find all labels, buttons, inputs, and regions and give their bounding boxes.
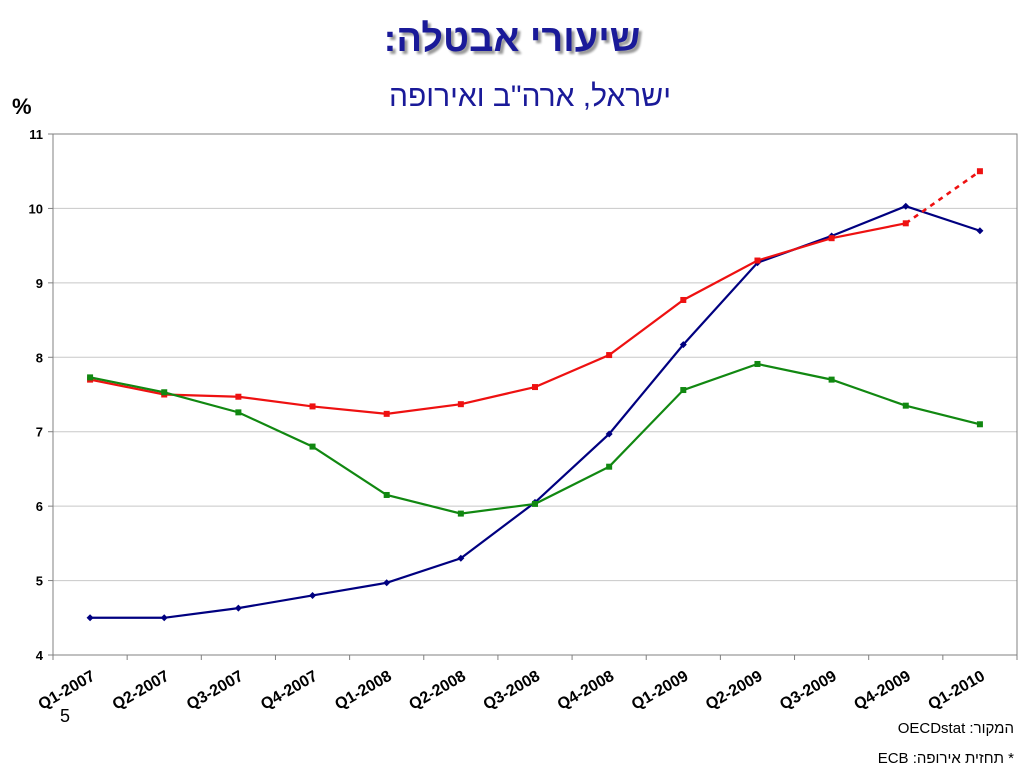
data-point	[976, 168, 983, 175]
forecast-note: * תחזית אירופה: ECB	[877, 750, 1014, 767]
y-tick-label: 10	[29, 201, 43, 216]
x-tick-label: Q4-2009	[851, 668, 914, 714]
data-point	[754, 257, 761, 264]
x-tick-label: Q1-2010	[925, 668, 988, 714]
data-point	[160, 614, 168, 622]
data-point	[532, 384, 538, 391]
axes	[48, 133, 1018, 660]
data-point	[976, 421, 983, 428]
data-point	[680, 387, 687, 394]
x-tick-label: Q3-2007	[184, 668, 247, 714]
x-tick-label: Q3-2009	[777, 668, 840, 714]
chart-subtitle: ישראל, ארה"ב ואירופה	[389, 80, 671, 113]
series-3	[87, 360, 983, 517]
series-1	[86, 202, 984, 622]
x-tick-label: Q2-2008	[406, 668, 469, 714]
data-point	[309, 591, 317, 599]
data-point	[902, 402, 909, 409]
x-tick-label: Q3-2008	[481, 668, 544, 714]
series-line	[90, 205, 981, 619]
y-tick-label: 4	[36, 648, 44, 663]
source-note: המקור: OECDstat	[897, 720, 1014, 737]
data-point	[457, 401, 464, 408]
x-tick-label: Q1-2009	[629, 668, 692, 714]
data-point	[532, 500, 538, 507]
x-tick-labels: Q1-2007 Q2-2007 Q3-2007 Q4-2007 Q1-2008 Q2-20…	[36, 668, 988, 714]
data-point	[679, 341, 687, 349]
data-point	[976, 227, 984, 235]
series-lines	[86, 168, 984, 622]
data-point	[161, 389, 168, 396]
x-tick-label: Q4-2008	[555, 668, 618, 714]
data-point	[605, 430, 613, 438]
y-tick-labels: 4 5 6 7 8 9 10 11	[29, 127, 44, 663]
y-tick-label: 7	[36, 425, 43, 440]
forecast-line	[905, 170, 981, 225]
data-point	[86, 614, 94, 622]
data-point	[828, 235, 835, 242]
data-point	[309, 403, 316, 410]
y-tick-label: 8	[36, 350, 43, 365]
data-point	[606, 352, 613, 359]
gridlines	[53, 207, 1017, 582]
data-point	[902, 202, 910, 210]
data-point	[87, 374, 94, 381]
data-point	[606, 463, 613, 470]
data-point	[902, 220, 909, 227]
data-point	[383, 579, 391, 587]
data-point	[754, 360, 761, 367]
slide-number: 5	[60, 706, 71, 726]
data-point	[235, 409, 242, 416]
chart-title: שיעורי אבטלה:	[383, 18, 641, 60]
x-tick-label: Q2-2007	[110, 668, 173, 714]
data-point	[383, 410, 390, 417]
y-tick-label: 11	[29, 127, 43, 142]
data-point	[234, 604, 242, 612]
series-2	[87, 168, 983, 417]
data-point	[457, 510, 464, 517]
data-point	[235, 393, 242, 400]
y-tick-label: 6	[36, 499, 43, 514]
data-point	[457, 554, 465, 562]
data-point	[383, 491, 390, 498]
y-tick-label: 5	[36, 574, 43, 589]
x-tick-label: Q1-2008	[332, 668, 395, 714]
series-line	[89, 222, 906, 415]
y-tick-label: 9	[36, 276, 43, 291]
data-point	[309, 443, 316, 450]
x-tick-label: Q4-2007	[258, 668, 321, 714]
plot-area	[52, 133, 1018, 656]
y-axis-label: %	[12, 94, 32, 119]
data-point	[828, 376, 835, 383]
x-tick-label: Q2-2009	[703, 668, 766, 714]
data-point	[680, 296, 687, 303]
